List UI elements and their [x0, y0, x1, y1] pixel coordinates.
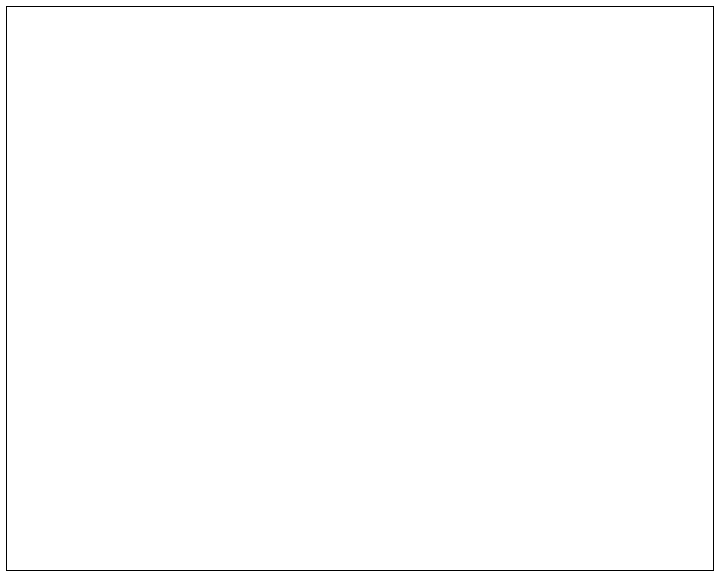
panel-b-pie: [356, 10, 712, 260]
panel-d-km: [378, 280, 708, 470]
panel-a-diagram: [20, 30, 340, 150]
panel-c-km: [20, 280, 350, 470]
